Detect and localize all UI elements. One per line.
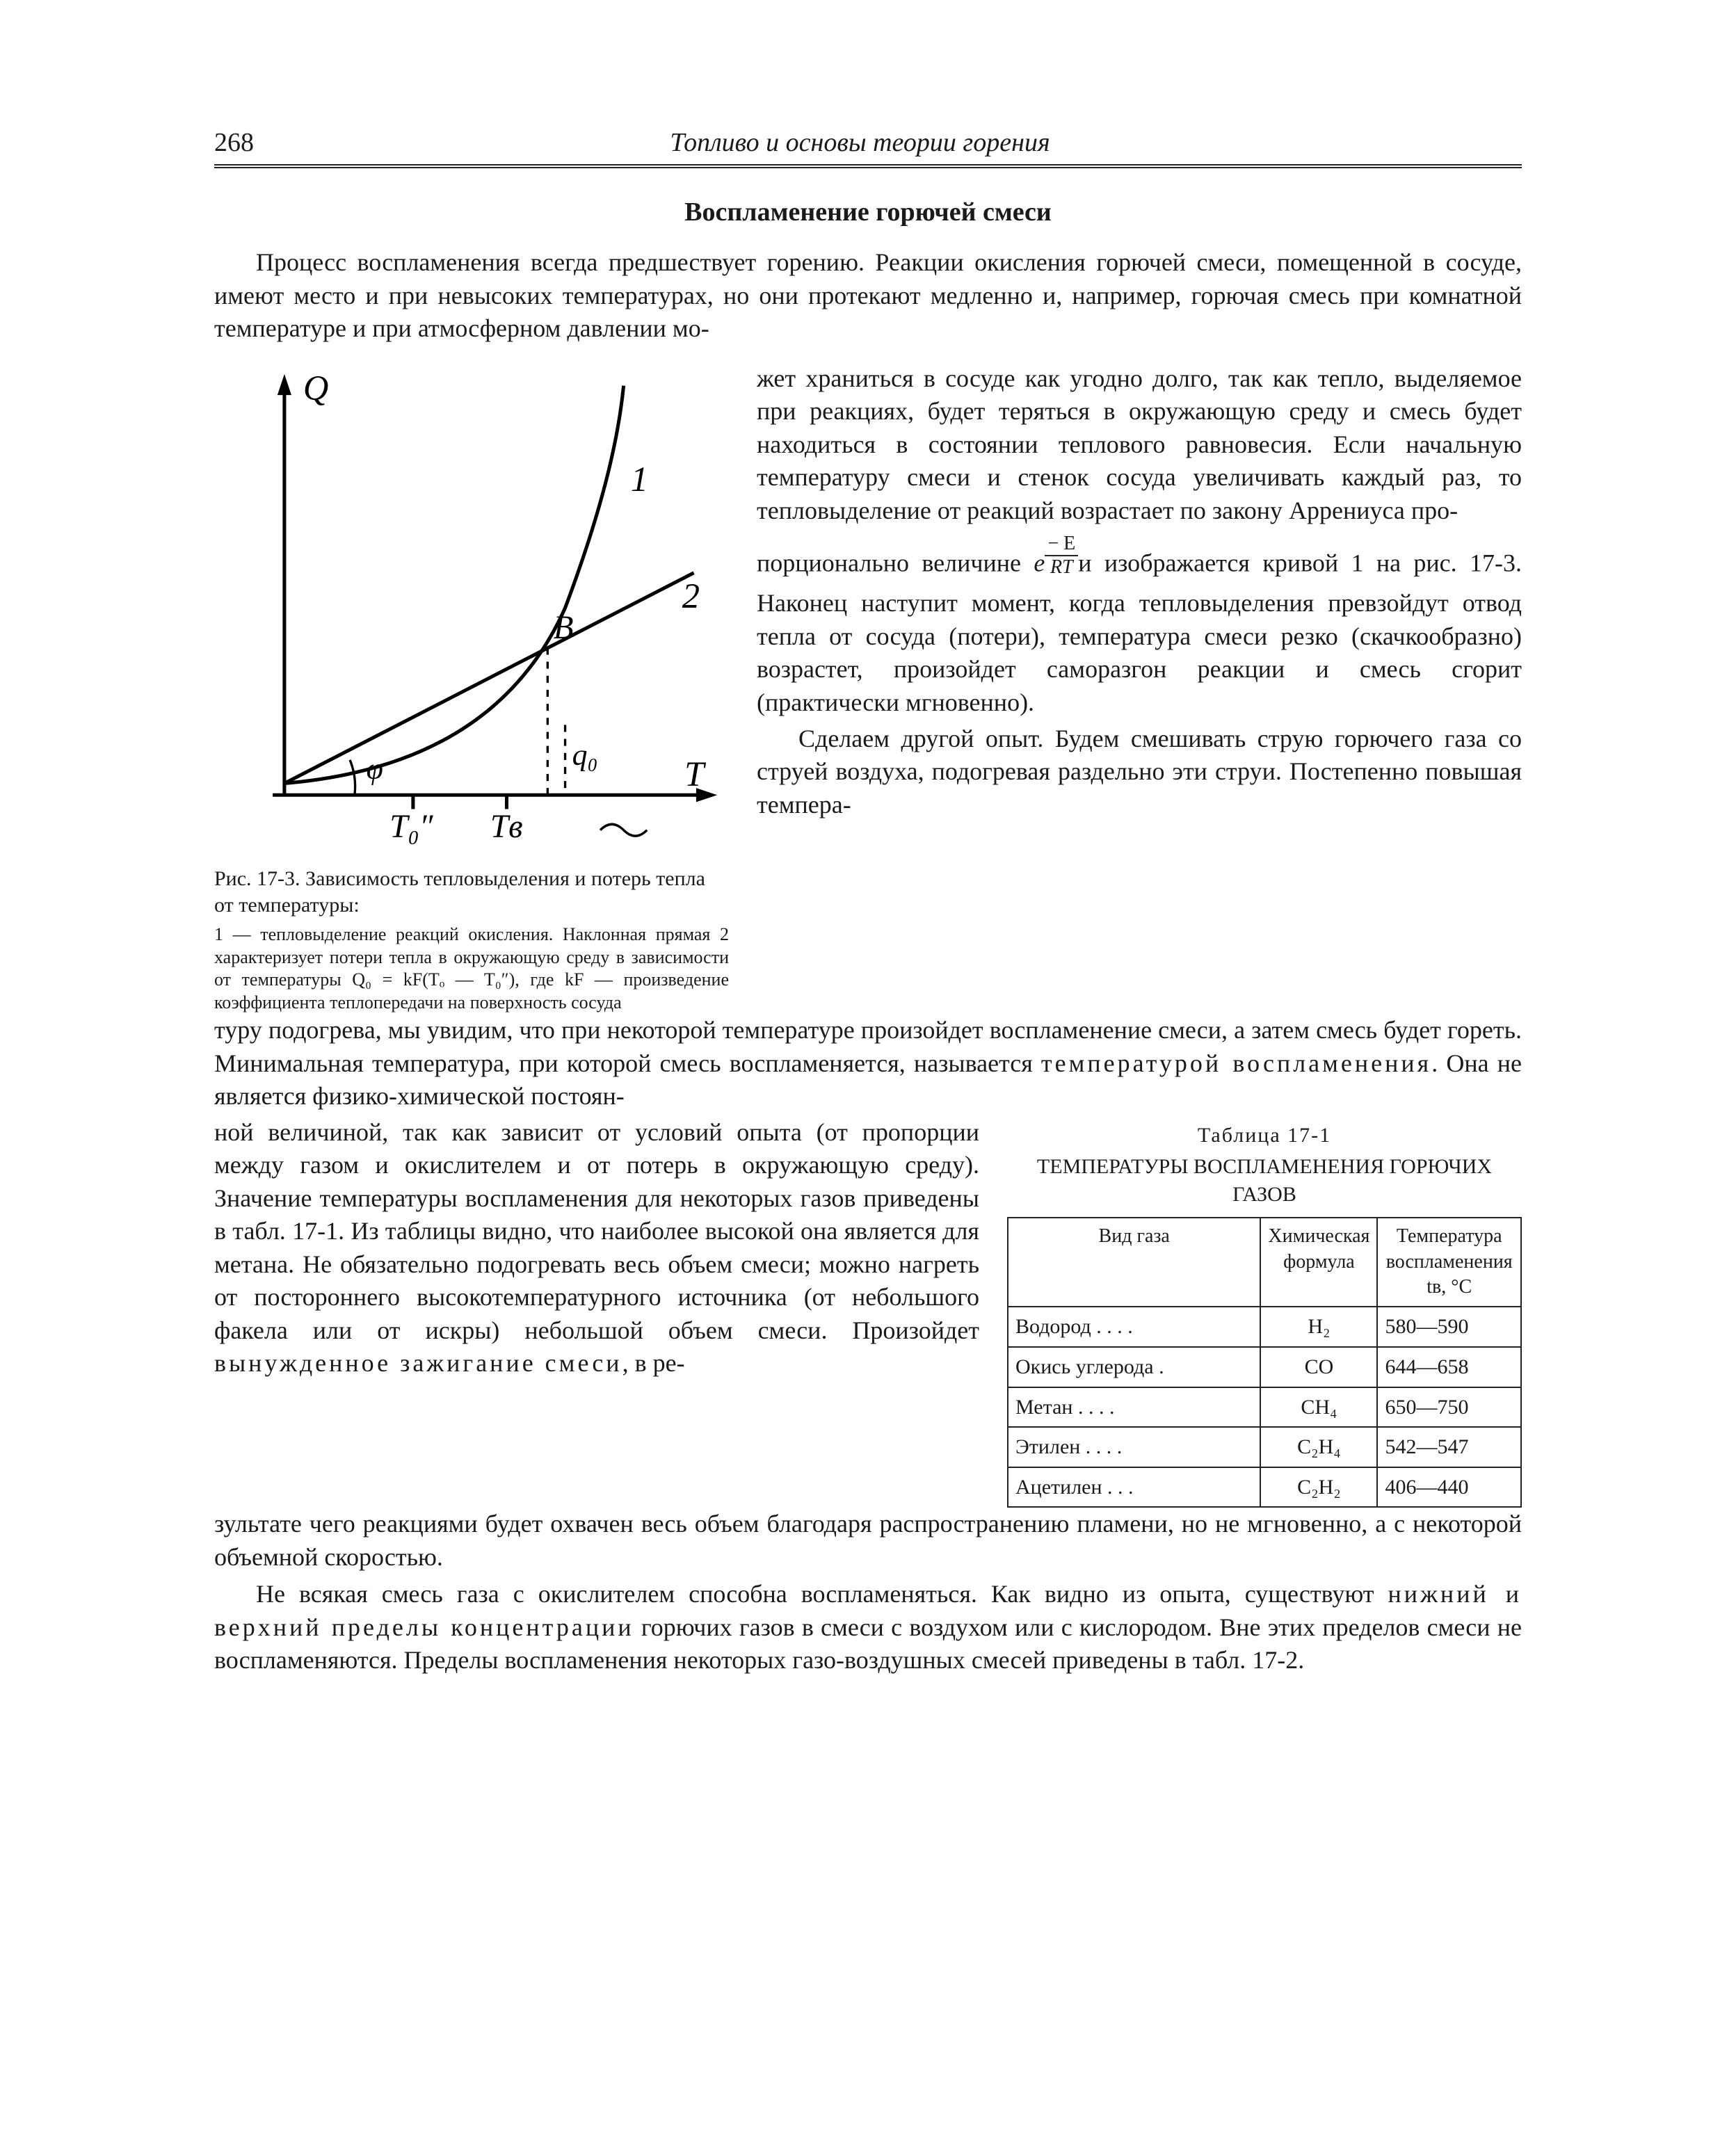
svg-text:T₀″: T₀″ (389, 809, 434, 845)
svg-text:Tв: Tв (490, 809, 523, 845)
svg-text:2: 2 (682, 576, 700, 615)
term-temp-vosp: температурой воспламенения (1041, 1049, 1431, 1077)
paragraph-4: Не всякая смесь газа с окислителем спосо… (214, 1578, 1522, 1677)
table-title: ТЕМПЕРАТУРЫ ВОСПЛАМЕНЕНИЯ ГОРЮЧИХ ГАЗОВ (1007, 1153, 1522, 1208)
para-right-b: порционально величине e− ERTи изображает… (757, 544, 1522, 719)
svg-text:T: T (684, 755, 707, 793)
table-row: Этилен . . . . C₂H₄ 542—547 (1008, 1427, 1521, 1467)
svg-text:1: 1 (631, 460, 648, 499)
th-gas: Вид газа (1008, 1218, 1260, 1307)
figure-17-3: Q T 1 2 B q₀ T₀″ Tв φ (214, 362, 729, 853)
page-number: 268 (214, 125, 254, 160)
svg-text:q₀: q₀ (572, 738, 598, 771)
table-row: Водород . . . . H₂ 580—590 (1008, 1307, 1521, 1347)
svg-text:B: B (554, 610, 574, 646)
paragraph-2: туру подогрева, мы увидим, что при некот… (214, 1014, 1522, 1113)
figure-text-row: Q T 1 2 B q₀ T₀″ Tв φ Рис. 17-3. Зависим… (214, 362, 1522, 1014)
paragraph-1: Процесс воспламенения всегда предшествуе… (214, 246, 1522, 346)
term-forced-ignition: вынужденное зажигание смеси (214, 1349, 622, 1377)
th-temp: Температура воспламенения tв, °C (1377, 1218, 1521, 1307)
exp-fraction: − ERT (1045, 534, 1078, 577)
ignition-table: Вид газа Химическая формула Температура … (1007, 1217, 1522, 1508)
section-title: Воспламенение горючей смеси (214, 195, 1522, 229)
figure-caption: Рис. 17-3. Зависимость тепловыделения и … (214, 866, 729, 1014)
svg-text:φ: φ (367, 752, 383, 786)
exp-e: e (1034, 549, 1045, 577)
figure-caption-sub: 1 — тепловыделение реакций окисления. На… (214, 923, 729, 1014)
figure-caption-main: Рис. 17-3. Зависимость тепловыделения и … (214, 866, 729, 918)
rb-before: порционально величине (757, 549, 1034, 577)
para-left2: ной величиной, так как зависит от услови… (214, 1116, 979, 1380)
para-right-a: жет храниться в сосуде как угодно долго,… (757, 362, 1522, 528)
table-row: Ацетилен . . . C₂H₂ 406—440 (1008, 1467, 1521, 1508)
table-row: Окись углерода . CO 644—658 (1008, 1347, 1521, 1387)
page: 268 Топливо и основы теории горения Восп… (214, 125, 1522, 1677)
page-header: 268 Топливо и основы теории горения (214, 125, 1522, 168)
table-column: Таблица 17-1 ТЕМПЕРАТУРЫ ВОСПЛАМЕНЕНИЯ Г… (1007, 1116, 1522, 1508)
chart-svg: Q T 1 2 B q₀ T₀″ Tв φ (214, 362, 729, 853)
running-head: Топливо и основы теории горения (254, 125, 1466, 160)
paragraph-3: зультате чего реакциями будет охвачен ве… (214, 1508, 1522, 1574)
text-table-row: ной величиной, так как зависит от услови… (214, 1116, 1522, 1508)
right-text-column: жет храниться в сосуде как угодно долго,… (757, 362, 1522, 821)
para-right-c: Сделаем другой опыт. Будем смешивать стр… (757, 723, 1522, 822)
svg-text:Q: Q (303, 369, 328, 408)
table-label: Таблица 17-1 (1007, 1122, 1522, 1149)
th-formula: Химическая формула (1260, 1218, 1377, 1307)
table-row: Метан . . . . CH₄ 650—750 (1008, 1387, 1521, 1428)
figure-column: Q T 1 2 B q₀ T₀″ Tв φ Рис. 17-3. Зависим… (214, 362, 729, 1014)
left-text-2: ной величиной, так как зависит от услови… (214, 1116, 979, 1380)
